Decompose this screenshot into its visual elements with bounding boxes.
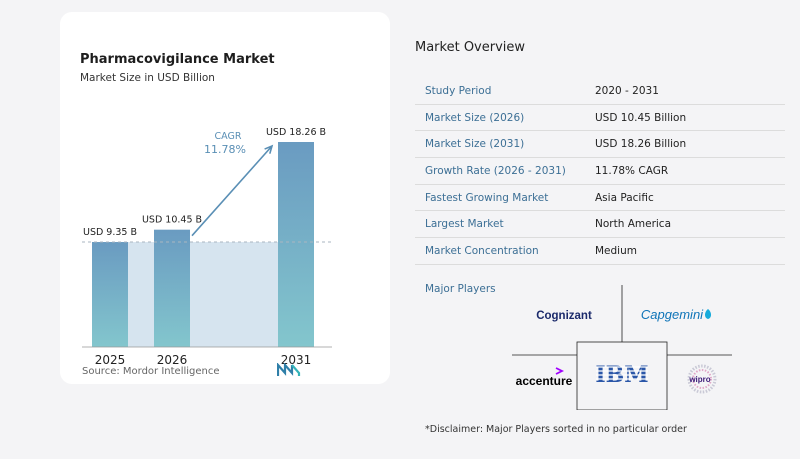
overview-row-value: 11.78% CAGR — [595, 164, 669, 177]
overview-row-label: Fastest Growing Market — [425, 191, 549, 204]
market-size-chart: USD 9.35 B 2025 USD 10.45 B 2026 USD 18.26 B… — [82, 127, 332, 367]
source-note: Source: Mordor Intelligence — [82, 366, 220, 377]
overview-table: Study Period 2020 - 2031 Market Size (2026… — [415, 78, 785, 265]
bar-2026 — [154, 229, 190, 347]
bar-2031 — [278, 142, 314, 347]
overview-row-label: Market Size (2031) — [425, 138, 525, 151]
category-label: 2026 — [157, 353, 188, 367]
overview-row: Market Concentration Medium — [415, 238, 785, 265]
overview-row: Market Size (2026) USD 10.45 Billion — [415, 105, 785, 132]
overview-row-value: Medium — [595, 244, 637, 257]
baseline-shade — [92, 242, 314, 347]
market-size-card: USD 9.35 B 2025 USD 10.45 B 2026 USD 18.26 B… — [60, 12, 390, 384]
overview-row-label: Market Size (2026) — [425, 111, 525, 124]
cagr-label: CAGR — [215, 131, 242, 142]
cagr-value: 11.78% — [204, 143, 246, 156]
category-label: 2031 — [281, 353, 312, 367]
accenture-chevron-icon — [555, 367, 565, 375]
overview-row-label: Growth Rate (2026 - 2031) — [425, 164, 566, 177]
overview-row-label: Study Period — [425, 84, 492, 97]
overview-row-value: Asia Pacific — [595, 191, 654, 204]
player-cognizant: Cognizant — [536, 310, 592, 322]
overview-row-label: Largest Market — [425, 218, 504, 231]
ibm-logo: IBM — [595, 362, 648, 388]
overview-row-value: USD 18.26 Billion — [595, 138, 687, 151]
player-accenture: accenture — [516, 374, 573, 388]
bar-2025 — [92, 242, 128, 347]
bar-value-label: USD 18.26 B — [266, 127, 326, 138]
player-capgemini: Capgemini — [641, 307, 704, 322]
overview-row-value: USD 10.45 Billion — [595, 111, 687, 124]
bar-value-label: USD 10.45 B — [142, 215, 202, 226]
overview-title: Market Overview — [415, 40, 526, 55]
player-wipro: wipro — [688, 375, 710, 384]
overview-row-value: 2020 - 2031 — [595, 84, 659, 97]
overview-row-label: Market Concentration — [425, 244, 539, 257]
mordor-logo-icon — [277, 363, 301, 376]
cagr-arrow-head — [264, 144, 274, 154]
overview-row-value: North America — [595, 218, 672, 231]
overview-row: Growth Rate (2026 - 2031) 11.78% CAGR — [415, 158, 785, 185]
market-overview: Market Overview Study Period 2020 - 2031 M… — [415, 40, 785, 265]
disclaimer: *Disclaimer: Major Players sorted in no … — [425, 424, 687, 435]
chart-title: Pharmacovigilance Market — [80, 52, 275, 67]
cagr-arrow-icon — [191, 145, 273, 237]
major-players-title: Major Players — [425, 283, 496, 295]
capgemini-spade-icon — [705, 309, 711, 319]
overview-row: Largest Market North America — [415, 211, 785, 239]
overview-row: Study Period 2020 - 2031 — [415, 78, 785, 105]
chart-subtitle: Market Size in USD Billion — [80, 72, 215, 84]
bar-value-label: USD 9.35 B — [83, 227, 137, 238]
category-label: 2025 — [95, 353, 126, 367]
overview-row: Market Size (2031) USD 18.26 Billion — [415, 131, 785, 159]
major-players-grid: Cognizant Capgemini accenture IBM wipro — [512, 285, 732, 410]
wipro-logo: wipro — [687, 364, 717, 394]
overview-row: Fastest Growing Market Asia Pacific — [415, 185, 785, 212]
